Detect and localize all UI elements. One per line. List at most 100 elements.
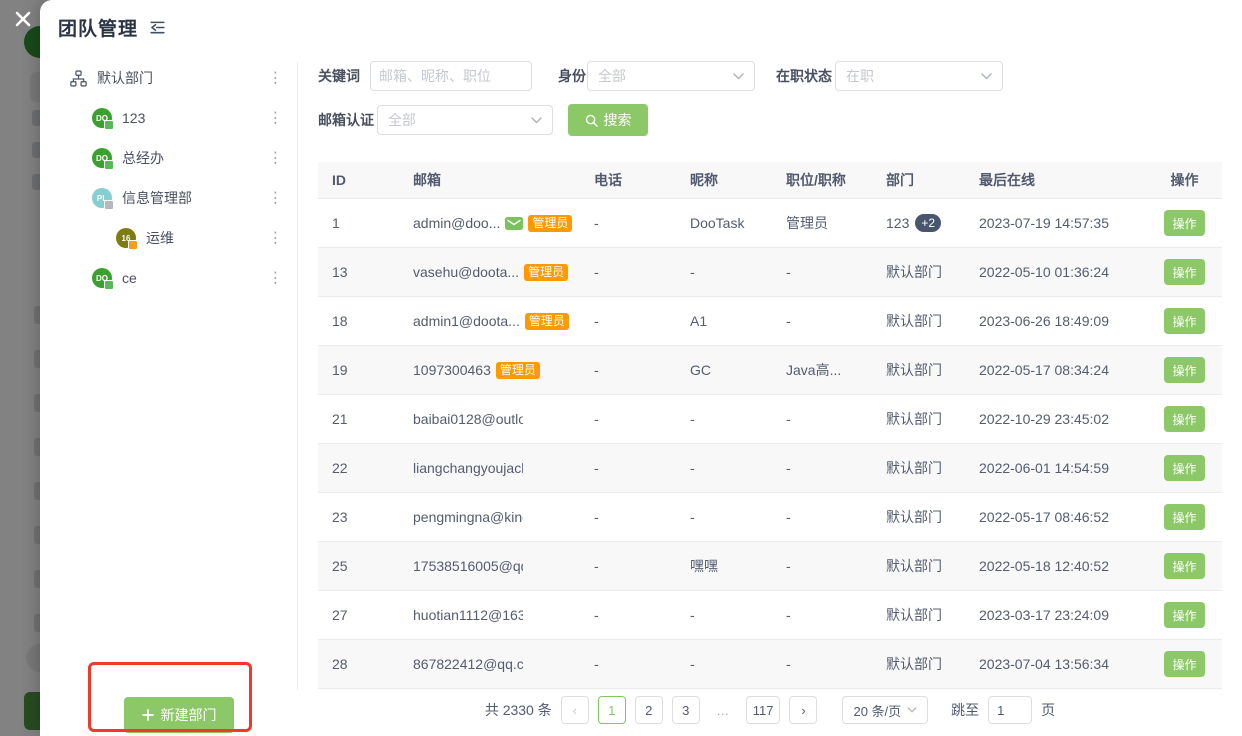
col-header-email: 邮箱 bbox=[413, 172, 441, 188]
action-button[interactable]: 操作 bbox=[1164, 406, 1205, 432]
status-select[interactable]: 在职 bbox=[835, 61, 1003, 91]
action-button[interactable]: 操作 bbox=[1164, 602, 1205, 628]
email-verify-value: 全部 bbox=[388, 112, 416, 128]
plus-icon bbox=[141, 709, 154, 721]
keyword-label: 关键词 bbox=[318, 68, 360, 84]
department-avatar: DO bbox=[92, 108, 114, 130]
cell-last-online: 2022-05-17 08:46:52 bbox=[979, 509, 1109, 525]
cell-email: 867822412@qq.com bbox=[399, 656, 580, 672]
cell-last-online: 2023-03-17 23:24:09 bbox=[979, 607, 1109, 623]
more-options-icon[interactable]: ⋮ bbox=[268, 229, 283, 247]
admin-badge: 管理员 bbox=[524, 312, 569, 330]
cell-id: 22 bbox=[332, 460, 348, 476]
cell-nickname: - bbox=[690, 607, 695, 623]
cell-last-online: 2022-06-01 14:54:59 bbox=[979, 460, 1109, 476]
email-verify-select[interactable]: 全部 bbox=[377, 105, 553, 135]
cell-position: 管理员 bbox=[786, 215, 828, 231]
cell-last-online: 2022-10-29 23:45:02 bbox=[979, 411, 1109, 427]
action-button[interactable]: 操作 bbox=[1164, 308, 1205, 334]
cell-email: huotian1112@163.com bbox=[399, 607, 580, 623]
cell-position: - bbox=[786, 411, 791, 427]
close-icon[interactable] bbox=[10, 6, 36, 32]
cell-phone: - bbox=[594, 607, 599, 623]
table-row: 1 admin@doo... 管理员 - DooTask 管理员 123 +2 … bbox=[318, 199, 1222, 248]
page-button-1[interactable]: 1 bbox=[597, 696, 626, 724]
email-text: huotian1112@163.com bbox=[413, 607, 523, 623]
cell-last-online: 2023-07-19 14:57:35 bbox=[979, 215, 1109, 231]
org-chart-icon bbox=[70, 69, 87, 87]
menu-fold-icon[interactable] bbox=[148, 18, 167, 37]
cell-id: 21 bbox=[332, 411, 348, 427]
cell-position: - bbox=[786, 558, 791, 574]
cell-nickname: A1 bbox=[690, 313, 708, 329]
cell-action: 操作 bbox=[1147, 455, 1222, 481]
cell-email: baibai0128@outlook.c... bbox=[399, 411, 580, 427]
prev-page-button[interactable]: ‹ bbox=[560, 696, 589, 724]
keyword-input[interactable] bbox=[370, 61, 532, 91]
cell-phone: - bbox=[594, 313, 599, 329]
cell-id: 23 bbox=[332, 509, 348, 525]
chevron-down-icon bbox=[531, 116, 542, 124]
action-button[interactable]: 操作 bbox=[1164, 455, 1205, 481]
more-options-icon[interactable]: ⋮ bbox=[268, 269, 283, 287]
cell-nickname: - bbox=[690, 411, 695, 427]
cell-id: 27 bbox=[332, 607, 348, 623]
cell-action: 操作 bbox=[1147, 308, 1222, 334]
cell-nickname: - bbox=[690, 509, 695, 525]
table-row: 28 867822412@qq.com - - - 默认部门 2023-07-0… bbox=[318, 640, 1222, 689]
identity-select[interactable]: 全部 bbox=[587, 61, 755, 91]
department-text: 默认部门 bbox=[886, 607, 942, 623]
search-icon bbox=[585, 114, 598, 127]
cell-email: 1097300463 管理员 bbox=[399, 361, 580, 379]
email-text: admin1@doota... bbox=[413, 313, 520, 329]
cell-email: admin1@doota... 管理员 bbox=[399, 312, 580, 330]
page-ellipsis: … bbox=[708, 696, 737, 724]
department-text: 默认部门 bbox=[886, 362, 942, 378]
more-options-icon[interactable]: ⋮ bbox=[268, 69, 283, 87]
action-button[interactable]: 操作 bbox=[1164, 210, 1205, 236]
action-button[interactable]: 操作 bbox=[1164, 651, 1205, 677]
cell-last-online: 2023-06-26 18:49:09 bbox=[979, 313, 1109, 329]
search-button[interactable]: 搜索 bbox=[568, 104, 648, 136]
department-tree-item[interactable]: 默认部门 ⋮ bbox=[40, 58, 297, 98]
page-button-2[interactable]: 2 bbox=[634, 696, 663, 724]
cell-email: pengmingna@kingfa.c... bbox=[399, 509, 580, 525]
department-text: 默认部门 bbox=[886, 313, 942, 329]
col-header-department: 部门 bbox=[886, 172, 914, 188]
department-tree-item[interactable]: 16 运维 ⋮ bbox=[40, 218, 297, 258]
department-avatar: DO bbox=[92, 148, 114, 170]
department-tree-item[interactable]: DO 123 ⋮ bbox=[40, 98, 297, 138]
action-button[interactable]: 操作 bbox=[1164, 357, 1205, 383]
action-button[interactable]: 操作 bbox=[1164, 553, 1205, 579]
admin-badge: 管理员 bbox=[524, 263, 569, 281]
department-tree-item[interactable]: DO ce ⋮ bbox=[40, 258, 297, 298]
department-avatar: DO bbox=[92, 268, 114, 290]
identity-label: 身份 bbox=[558, 68, 586, 84]
team-management-modal: 团队管理 默认部门 ⋮ DO 123 ⋮ DO 总经办 ⋮ PL 信息管理部 ⋮ bbox=[40, 0, 1242, 736]
col-header-id: ID bbox=[332, 172, 346, 188]
action-button[interactable]: 操作 bbox=[1164, 259, 1205, 285]
department-tree-item[interactable]: DO 总经办 ⋮ bbox=[40, 138, 297, 178]
email-verify-label: 邮箱认证 bbox=[318, 112, 374, 128]
department-tree-item[interactable]: PL 信息管理部 ⋮ bbox=[40, 178, 297, 218]
more-options-icon[interactable]: ⋮ bbox=[268, 149, 283, 167]
department-name: 运维 bbox=[146, 230, 174, 246]
jump-label: 跳至 bbox=[951, 702, 980, 718]
cell-action: 操作 bbox=[1147, 357, 1222, 383]
next-page-button[interactable]: › bbox=[789, 696, 818, 724]
chevron-down-icon bbox=[733, 72, 744, 80]
page-size-select[interactable]: 20 条/页 bbox=[842, 696, 929, 724]
table-row: 13 vasehu@doota... 管理员 - - - 默认部门 2022-0… bbox=[318, 248, 1222, 297]
col-header-phone: 电话 bbox=[594, 172, 622, 188]
cell-email: vasehu@doota... 管理员 bbox=[399, 263, 580, 281]
action-button[interactable]: 操作 bbox=[1164, 504, 1205, 530]
cell-action: 操作 bbox=[1147, 651, 1222, 677]
new-department-button[interactable]: 新建部门 bbox=[124, 697, 234, 733]
cell-phone: - bbox=[594, 411, 599, 427]
page-button-117[interactable]: 117 bbox=[745, 696, 781, 724]
department-text: 默认部门 bbox=[886, 411, 942, 427]
page-button-3[interactable]: 3 bbox=[671, 696, 700, 724]
more-options-icon[interactable]: ⋮ bbox=[268, 189, 283, 207]
more-options-icon[interactable]: ⋮ bbox=[268, 109, 283, 127]
jump-page-input[interactable] bbox=[988, 696, 1033, 724]
